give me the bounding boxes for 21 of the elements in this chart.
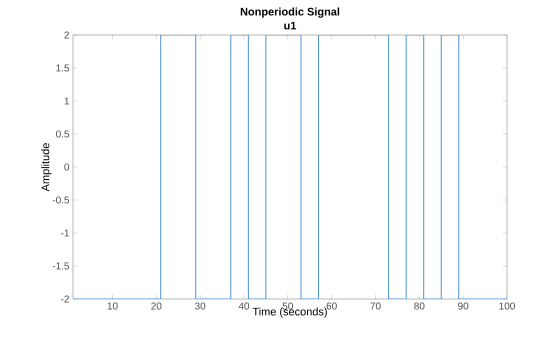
x-tick-label: 80 xyxy=(414,302,424,310)
y-tick-label: -2 xyxy=(61,296,69,302)
x-tick-label: 10 xyxy=(108,302,118,310)
chart-subtitle: u1 xyxy=(284,22,296,30)
x-tick-label: 70 xyxy=(370,302,381,310)
y-axis-title: Amplitude xyxy=(41,143,52,192)
y-tick-label: -0.5 xyxy=(52,196,70,204)
x-tick-label: 30 xyxy=(194,302,206,310)
y-tick-label: 0.5 xyxy=(56,130,70,138)
y-tick-label: 2 xyxy=(64,32,69,38)
y-tick-label: 1 xyxy=(64,98,70,104)
chart-title: Nonperiodic Signal xyxy=(240,8,340,18)
x-tick-label: 90 xyxy=(458,302,468,310)
x-tick-label: 100 xyxy=(499,302,515,310)
x-tick-label: 60 xyxy=(326,302,337,310)
x-tick-label: 40 xyxy=(238,302,250,310)
y-tick-label: -1.5 xyxy=(52,262,70,270)
y-tick-label: -1 xyxy=(61,230,70,236)
x-tick-label: 20 xyxy=(151,302,162,310)
y-tick-label: 1.5 xyxy=(56,64,70,72)
y-tick-label: 0 xyxy=(64,163,70,171)
